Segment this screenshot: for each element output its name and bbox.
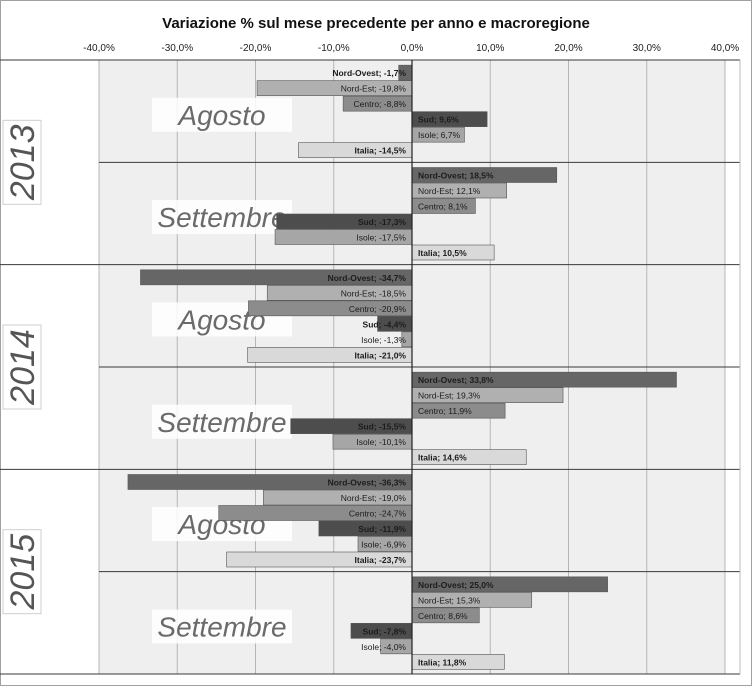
x-tick-label: -30,0% (161, 43, 193, 54)
year-label: 2014 (4, 329, 42, 406)
data-label: Italia; 14,6% (418, 453, 467, 463)
month-label: Settembre (157, 202, 286, 233)
x-tick-label: 40,0% (711, 43, 739, 54)
data-label: Sud; -11,9% (358, 524, 406, 534)
data-label: Nord-Ovest; -34,7% (328, 273, 407, 283)
data-label: Nord-Est; -19,8% (341, 84, 407, 94)
data-label: Italia; 10,5% (418, 248, 467, 258)
data-label: Italia; -21,0% (355, 350, 407, 360)
data-label: Isole; -6,9% (361, 540, 406, 550)
month-label: Settembre (157, 407, 286, 438)
data-label: Nord-Ovest; 18,5% (418, 171, 494, 181)
data-label: Centro; -20,9% (349, 304, 407, 314)
data-label: Italia; -14,5% (355, 146, 407, 156)
data-label: Sud; -15,5% (358, 422, 407, 432)
chart-title: Variazione % sul mese precedente per ann… (162, 15, 590, 32)
year-label: 2013 (4, 124, 42, 201)
data-label: Isole; -17,5% (356, 233, 406, 243)
data-label: Centro; -24,7% (349, 509, 407, 519)
data-label: Sud; -7,8% (363, 626, 407, 636)
year-label: 2015 (4, 534, 42, 611)
plot-area: -40,0% -30,0% -20,0% -10,0% 0,0% 10,0% 20,0% 30… (0, 43, 741, 675)
x-tick-label: 30,0% (633, 43, 661, 54)
year-label-box (2, 324, 42, 410)
data-label: Sud; -17,3% (358, 217, 407, 227)
data-label: Isole; -10,1% (356, 437, 406, 447)
month-label: Settembre (157, 611, 286, 642)
data-label: Centro; 8,6% (418, 611, 468, 621)
data-label: Nord-Est; 15,3% (418, 595, 481, 605)
x-tick-label: -40,0% (83, 43, 115, 54)
month-label-box (152, 609, 292, 644)
month-label-box (152, 97, 292, 132)
data-label: Nord-Ovest; 33,8% (418, 375, 494, 385)
year-label-box (2, 529, 42, 615)
data-label: Sud; 9,6% (418, 115, 459, 125)
data-label: Nord-Ovest; -1,7% (332, 68, 406, 78)
data-label: Nord-Est; -19,0% (341, 493, 407, 503)
data-label: Centro; 11,9% (418, 406, 472, 416)
data-label: Isole; -4,0% (361, 642, 406, 652)
data-label: Isole; 6,7% (418, 130, 460, 140)
x-tick-label: -20,0% (240, 43, 272, 54)
data-label: Nord-Ovest; 25,0% (418, 580, 494, 590)
data-label: Centro; 8,1% (418, 202, 468, 212)
data-label: Nord-Est; -18,5% (341, 288, 407, 298)
x-tick-label: 20,0% (554, 43, 582, 54)
data-label: Centro; -8,8% (354, 99, 407, 109)
data-label: Nord-Est; 12,1% (418, 186, 481, 196)
x-tick-label: 0,0% (401, 43, 424, 54)
month-label-box (152, 200, 292, 235)
data-label: Sud; -4,4% (363, 319, 407, 329)
data-label: Italia; 11,8% (418, 657, 467, 667)
data-label: Isole; -1,3% (361, 335, 406, 345)
data-label: Italia; -23,7% (355, 555, 407, 565)
year-label-box (2, 119, 42, 205)
month-label-box (152, 404, 292, 439)
month-label: Agosto (176, 100, 265, 131)
x-tick-label: 10,0% (476, 43, 504, 54)
data-label: Nord-Est; 19,3% (418, 391, 481, 401)
data-label: Nord-Ovest; -36,3% (328, 478, 407, 488)
x-tick-label: -10,0% (318, 43, 350, 54)
